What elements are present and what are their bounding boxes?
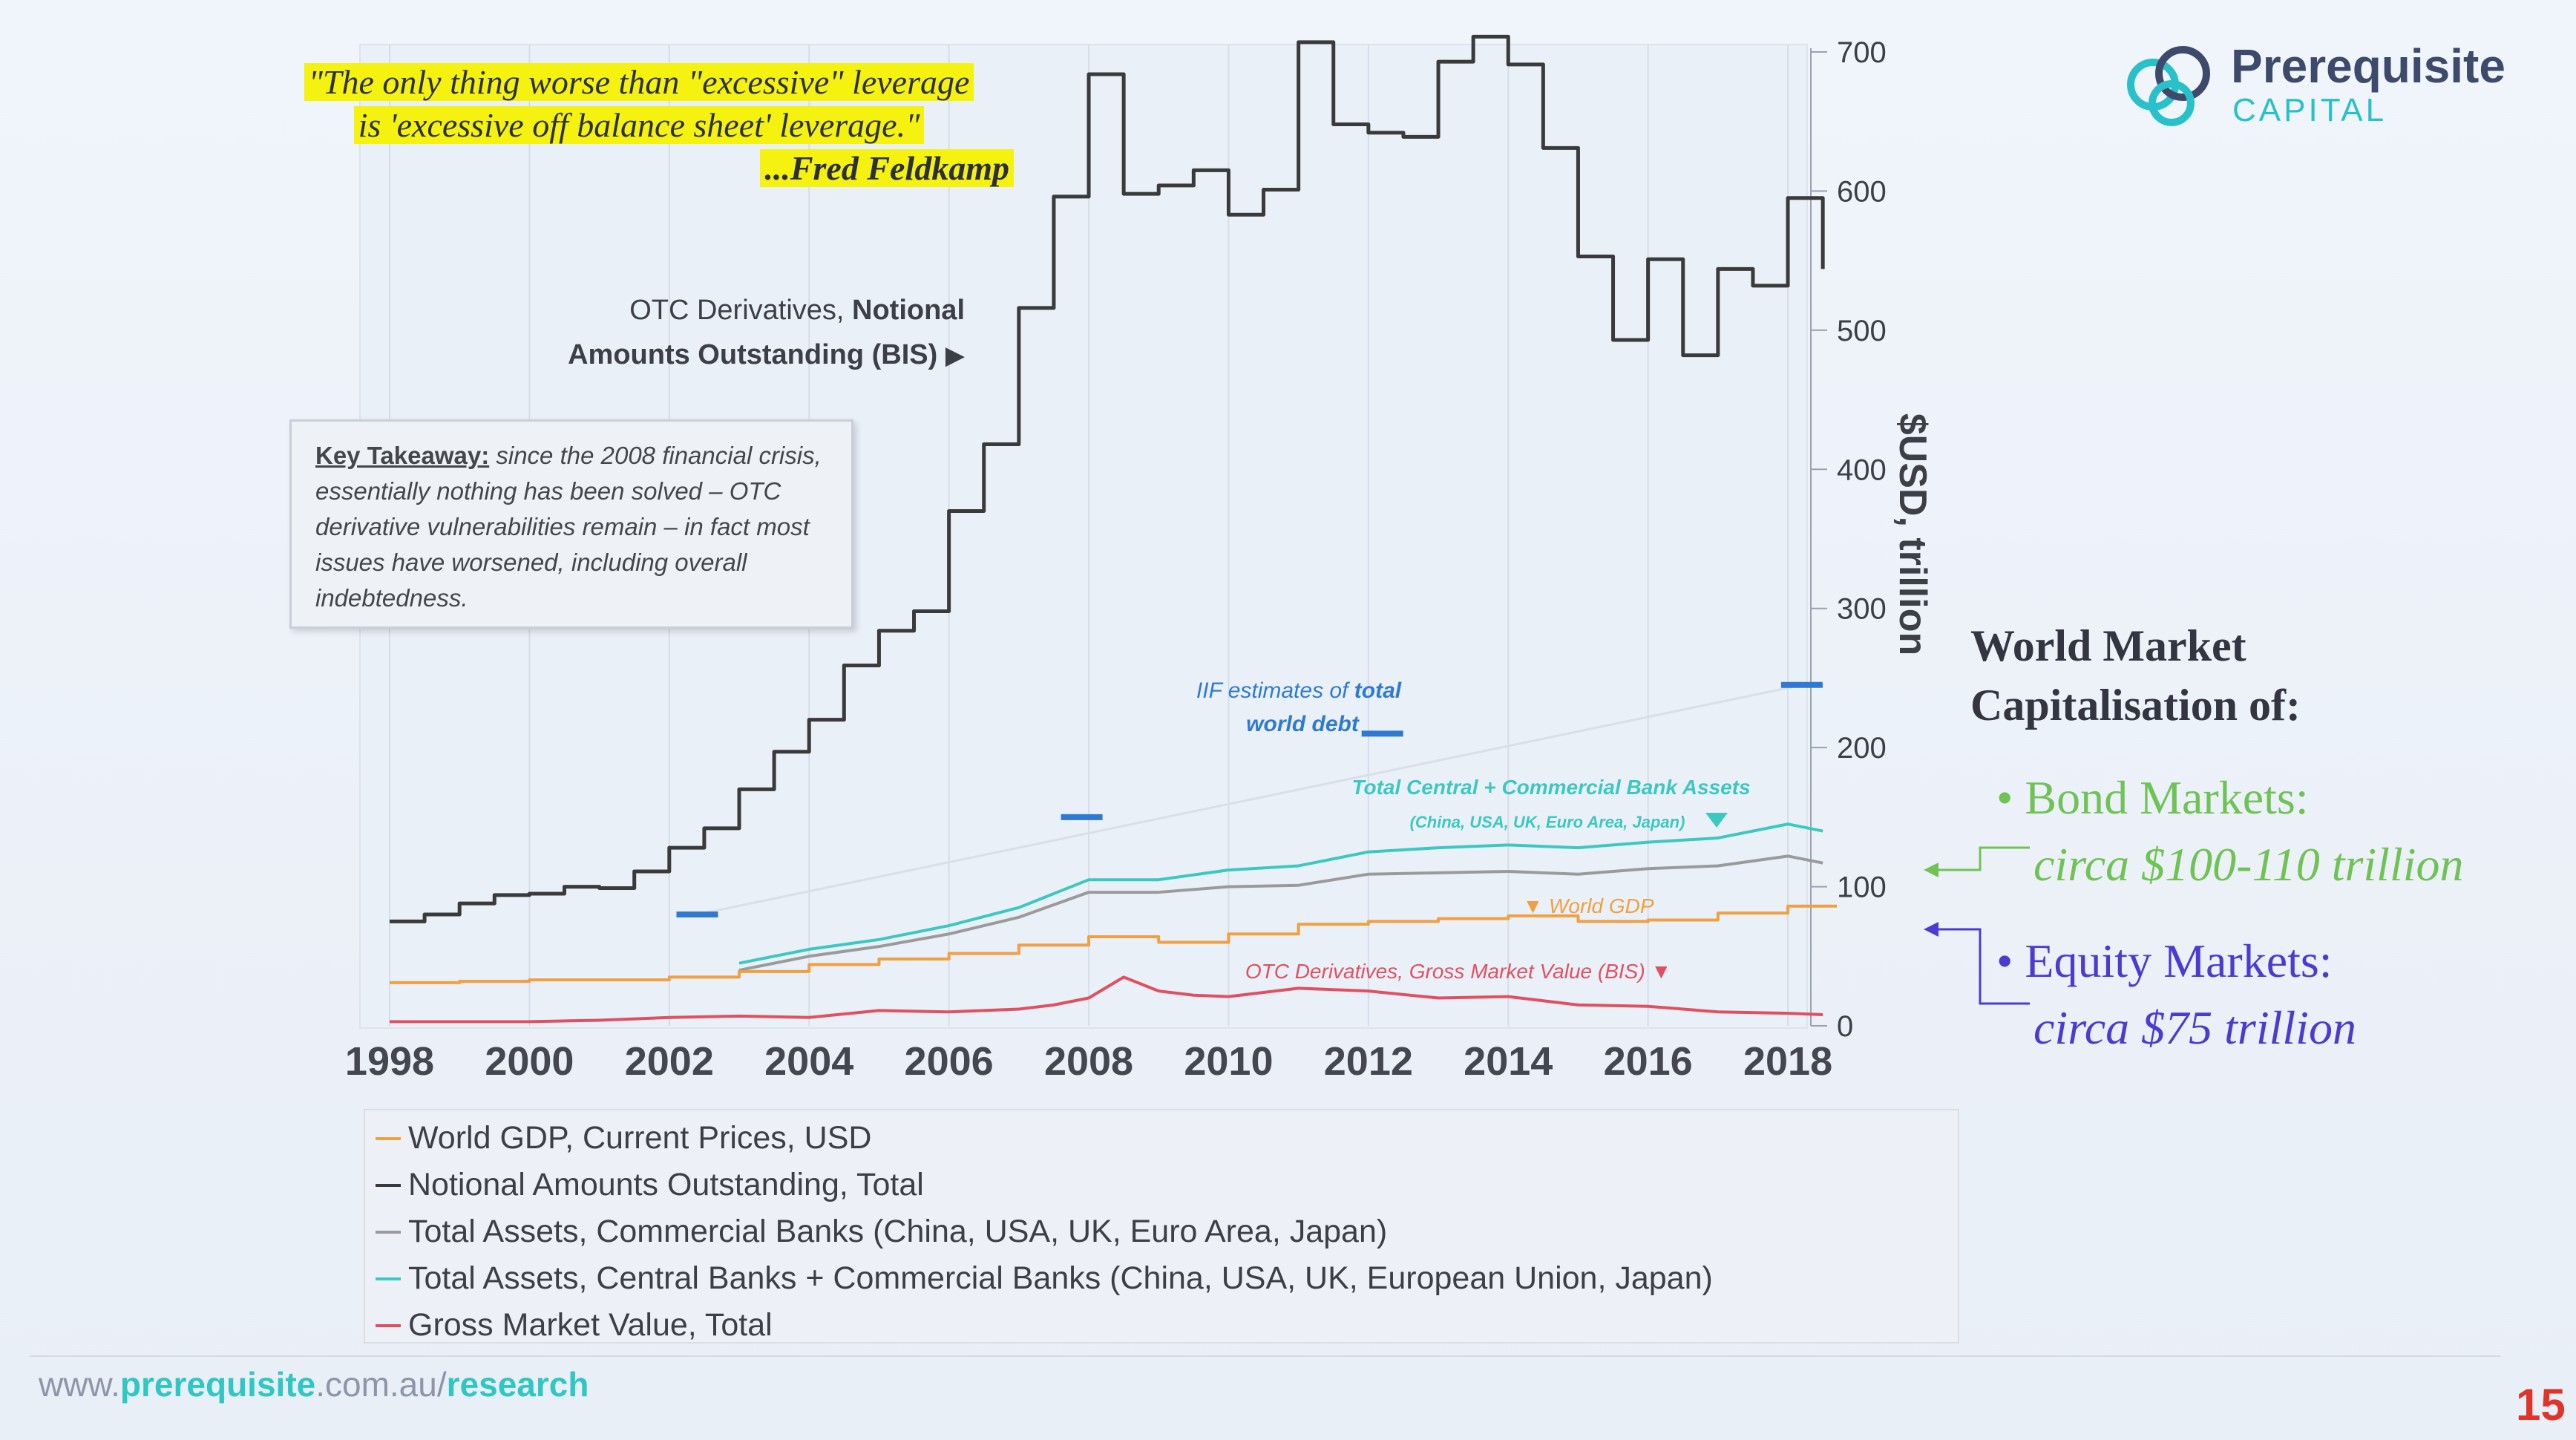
series-line-1 [738, 822, 1823, 965]
bond-markets-item: • Bond Markets: circa $100-110 trillion [1996, 765, 2560, 898]
x-tick-label: 1998 [345, 1039, 434, 1084]
key-takeaway-box: Key Takeaway: since the 2008 financial c… [289, 419, 853, 629]
legend-swatch [376, 1183, 401, 1187]
iif-note-line1: IIF estimates of total [1196, 678, 1402, 703]
otc-label-line2: Amounts Outstanding (BIS) [568, 339, 938, 370]
footer-url-section: research [446, 1365, 589, 1404]
y-tick-label: 300 [1837, 593, 1887, 626]
x-tick-label: 2008 [1044, 1039, 1133, 1084]
legend-swatch [376, 1136, 401, 1140]
legend-item-gross-market-value: Gross Market Value, Total [376, 1302, 1947, 1349]
legend-swatch [376, 1323, 401, 1327]
legend-label: Gross Market Value, Total [408, 1307, 773, 1343]
legend-label: World GDP, Current Prices, USD [408, 1120, 872, 1156]
gross-value-note: OTC Derivatives, Gross Market Value (BIS… [1245, 960, 1671, 983]
footer-url-mid: .com.au/ [315, 1365, 447, 1404]
logo-subtitle: CAPITAL [2232, 92, 2387, 128]
legend-item-world-gdp: World GDP, Current Prices, USD [376, 1115, 1947, 1162]
otc-label-bold: Notional [852, 295, 965, 326]
legend-label: Total Assets, Central Banks + Commercial… [408, 1260, 1713, 1296]
quote-line-2: is 'excessive off balance sheet' leverag… [353, 106, 925, 144]
triangle-right-icon: ▶ [945, 341, 965, 370]
footer-url[interactable]: www.prerequisite.com.au/research [39, 1364, 589, 1404]
quote-line-1: "The only thing worse than "excessive" l… [304, 63, 974, 101]
x-tick-label: 2016 [1604, 1039, 1693, 1084]
otc-notional-label: OTC Derivatives, Notional Amounts Outsta… [549, 288, 965, 378]
takeaway-title: Key Takeaway: [315, 442, 490, 469]
prerequisite-logo: Prerequisite CAPITAL [2120, 33, 2535, 137]
bond-label: • Bond Markets: [1996, 771, 2309, 824]
equity-label: • Equity Markets: [1996, 935, 2333, 987]
debt-trend-line [697, 684, 1803, 916]
series-line-2 [738, 854, 1823, 972]
world-gdp-note: ▼ World GDP [1522, 894, 1654, 917]
equity-value: circa $75 trillion [2033, 1001, 2356, 1054]
x-tick-label: 2010 [1184, 1039, 1273, 1084]
legend-swatch [376, 1230, 401, 1234]
footer-url-brand: prerequisite [119, 1365, 316, 1404]
wmc-title-line2: Capitalisation of: [1970, 681, 2301, 730]
x-tick-label: 2014 [1464, 1039, 1553, 1084]
legend-item-notional: Notional Amounts Outstanding, Total [376, 1162, 1947, 1208]
footer-url-pre: www. [39, 1365, 120, 1404]
y-tick-label: 500 [1837, 315, 1887, 347]
bank-assets-note: Total Central + Commercial Bank Assets [1351, 776, 1750, 799]
otc-label-plain: OTC Derivatives, [629, 295, 853, 326]
bank-assets-triangle-icon [1705, 813, 1728, 828]
equity-arrow-icon [1924, 922, 1938, 937]
chart-legend: World GDP, Current Prices, USD Notional … [364, 1109, 1959, 1344]
x-tick-label: 2006 [905, 1039, 994, 1084]
x-tick-label: 2000 [485, 1039, 574, 1084]
legend-label: Total Assets, Commercial Banks (China, U… [408, 1214, 1388, 1249]
quote-block: "The only thing worse than "excessive" l… [264, 61, 1014, 190]
logo-name: Prerequisite [2231, 39, 2505, 93]
wmc-title-line1: World Market [1970, 621, 2246, 670]
equity-bracket-line [1930, 928, 2030, 1005]
legend-swatch [376, 1277, 401, 1280]
takeaway-text: since the 2008 financial crisis, essenti… [315, 442, 822, 612]
x-tick-label: 2002 [625, 1039, 714, 1084]
legend-item-central-commercial: Total Assets, Central Banks + Commercial… [376, 1255, 1947, 1302]
x-tick-label: 2012 [1324, 1039, 1413, 1084]
series-line-0 [390, 34, 1825, 923]
x-tick-label: 2018 [1743, 1039, 1832, 1084]
iif-note-line2: world debt [1246, 712, 1360, 736]
bond-arrow-icon [1924, 863, 1938, 877]
y-axis-label: $USD, trillion [1891, 413, 1934, 655]
world-market-cap-title: World Market Capitalisation of: [1970, 616, 2549, 735]
y-tick-label: 400 [1837, 454, 1887, 486]
page-number: 15 [2516, 1380, 2566, 1430]
series-line-3 [390, 904, 1837, 984]
series-line-4 [390, 975, 1823, 1024]
y-tick-label: 700 [1837, 36, 1887, 69]
legend-item-commercial-banks: Total Assets, Commercial Banks (China, U… [376, 1208, 1947, 1255]
bond-value: circa $100-110 trillion [2033, 838, 2464, 891]
legend-label: Notional Amounts Outstanding, Total [408, 1167, 924, 1202]
bond-bracket-line [1930, 846, 2030, 871]
x-tick-label: 2004 [764, 1039, 853, 1084]
bank-assets-subnote: (China, USA, UK, Euro Area, Japan) [1410, 813, 1685, 831]
y-tick-label: 0 [1837, 1010, 1853, 1043]
y-tick-label: 100 [1837, 871, 1887, 904]
quote-attribution: ...Fred Feldkamp [760, 149, 1014, 187]
equity-markets-item: • Equity Markets: circa $75 trillion [1996, 928, 2560, 1061]
logo-rings-icon [2127, 46, 2210, 126]
y-tick-label: 200 [1837, 732, 1887, 765]
footer-divider [30, 1355, 2501, 1357]
y-tick-label: 600 [1837, 175, 1887, 208]
